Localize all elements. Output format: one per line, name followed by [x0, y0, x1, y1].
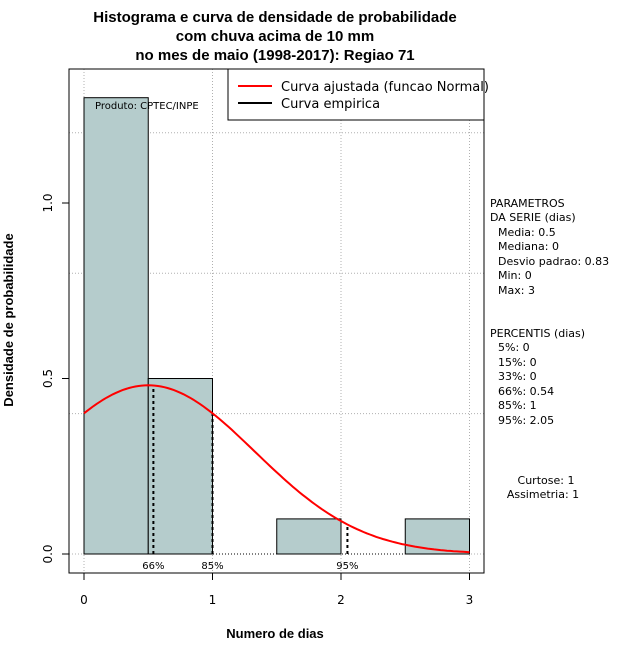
assimetria: Assimetria: 1	[507, 488, 579, 501]
legend-label-normal: Curva ajustada (funcao Normal)	[281, 80, 489, 95]
percentil-95: 95%: 2.05	[498, 414, 554, 427]
percentile-label: 66%	[142, 561, 164, 572]
y-tick-label: 0.5	[41, 369, 55, 388]
param-mediana: Mediana: 0	[498, 240, 559, 253]
percentil-66: 66%: 0.54	[498, 385, 554, 398]
histogram-bar	[276, 518, 342, 555]
chart-title-line-2: com chuva acima de 10 mm	[176, 28, 374, 45]
percentile-label: 95%	[336, 561, 358, 572]
percentil-85: 85%: 1	[498, 399, 537, 412]
stats-panel: PARAMETROS DA SERIE (dias) Media: 0.5 Me…	[490, 197, 609, 501]
histogram-bar	[147, 378, 213, 555]
percentil-5: 5%: 0	[498, 341, 530, 354]
x-tick-label: 3	[466, 593, 474, 607]
y-tick-label: 1.0	[41, 193, 55, 212]
normal-curve	[83, 384, 470, 554]
params-title-1: PARAMETROS	[490, 197, 565, 210]
params-title-2: DA SERIE (dias)	[490, 211, 576, 224]
histogram-bar	[404, 518, 470, 555]
y-axis-ticks: 0.0 0.5 1.0	[41, 193, 69, 564]
curtose: Curtose: 1	[518, 474, 575, 487]
credit-text: Produto: CPTEC/INPE	[95, 101, 199, 112]
param-max: Max: 3	[498, 284, 535, 297]
x-axis-label: Numero de dias	[226, 626, 324, 641]
param-min: Min: 0	[498, 269, 532, 282]
normal-curve-line	[83, 384, 470, 554]
x-tick-label: 0	[80, 593, 88, 607]
x-tick-label: 2	[337, 593, 345, 607]
x-tick-label: 1	[209, 593, 217, 607]
chart-title-line-1: Histograma e curva de densidade de proba…	[93, 9, 456, 26]
legend-box	[227, 68, 485, 121]
percentil-33: 33%: 0	[498, 370, 537, 383]
percentil-15: 15%: 0	[498, 356, 537, 369]
legend: Curva ajustada (funcao Normal) Curva emp…	[227, 68, 489, 121]
chart-title-line-3: no mes de maio (1998-2017): Regiao 71	[135, 47, 414, 64]
percentile-markers: 66% 85% 95%	[142, 385, 359, 572]
legend-label-empirical: Curva empirica	[281, 97, 380, 112]
histogram-bar	[83, 97, 149, 555]
x-axis-ticks: 0 1 2 3	[80, 573, 473, 607]
param-media: Media: 0.5	[498, 226, 556, 239]
param-desvio: Desvio padrao: 0.83	[498, 255, 609, 268]
percentile-label: 85%	[201, 561, 223, 572]
y-axis-label: Densidade de probabilidade	[1, 233, 16, 406]
percentis-title: PERCENTIS (dias)	[490, 327, 585, 340]
y-tick-label: 0.0	[41, 544, 55, 563]
histogram-bars	[83, 97, 470, 555]
